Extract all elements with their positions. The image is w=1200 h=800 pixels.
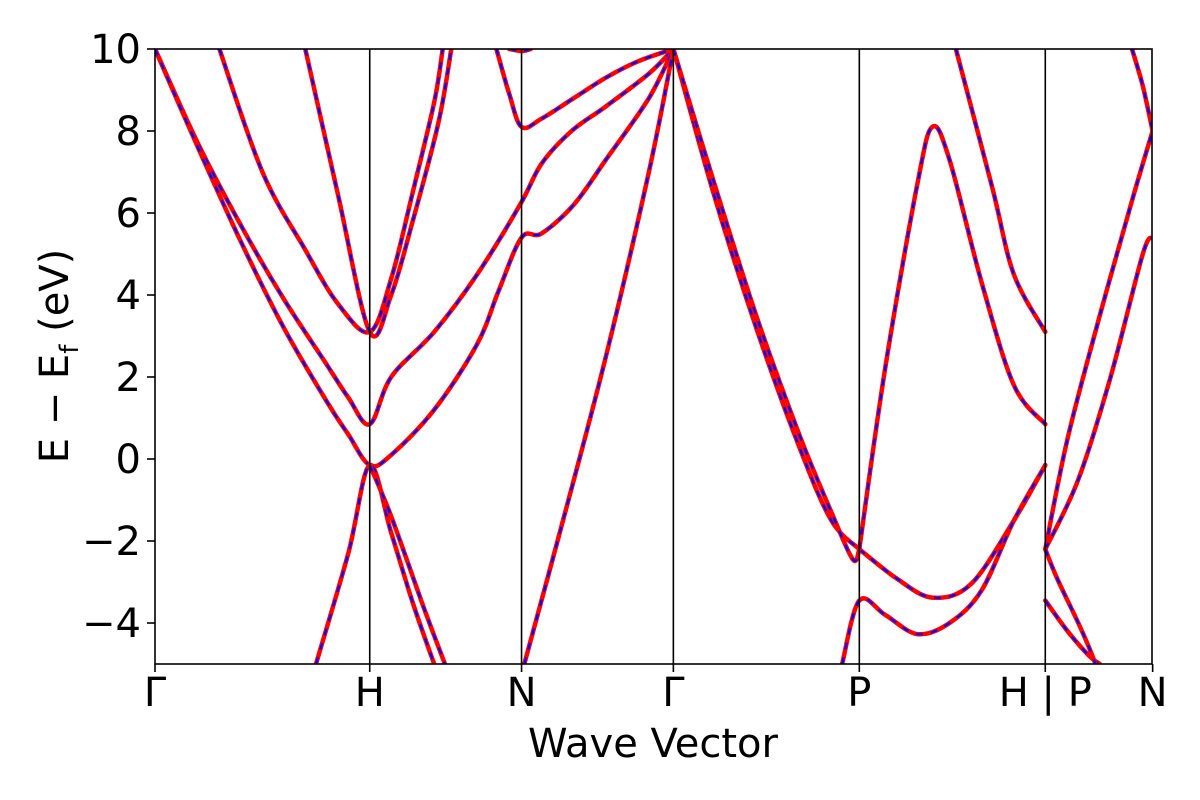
band-line-red-2 [217,49,445,335]
x-tick-label: N [507,670,537,716]
band-line-red-6 [313,462,437,664]
band-line-red-11 [857,462,1048,601]
y-axis-title: E − Ef (eV) [32,249,85,464]
band-line-red-13 [953,49,1048,335]
y-axis-title-main: E − E [32,354,78,464]
band-line-red-10 [671,49,862,564]
band-line-blue-dashed-18 [1044,548,1097,664]
x-tick-label: H [355,670,385,716]
bands-layer [155,49,1152,664]
band-line-red-19 [1129,49,1152,134]
y-axis-title-unit: (eV) [32,249,78,345]
y-tick-label: 4 [116,273,141,319]
x-axis-title: Wave Vector [528,721,779,767]
y-tick-label: 8 [116,109,141,155]
band-line-red-12 [857,123,1048,552]
kpoint-lines [368,49,1047,664]
band-line-blue-dashed-7 [368,464,446,664]
x-tick-label: P [847,670,871,716]
band-line-blue-dashed-4 [495,49,674,130]
band-line-blue-dashed-1 [155,49,675,468]
band-line-blue-dashed-9 [672,49,861,551]
y-tick-label: 2 [116,355,141,401]
band-line-blue-dashed-14 [841,464,1047,664]
band-line-blue-dashed-11 [858,464,1047,599]
band-line-blue-dashed-6 [314,463,436,664]
y-axis-ticks: 10 8 6 4 2 0 −2 −4 [82,27,155,647]
y-tick-label: −4 [82,601,141,647]
y-tick-label: 10 [90,27,141,73]
plot-frame [154,48,1153,665]
x-tick-label: Γ [144,670,167,716]
band-line-blue-dashed-13 [954,49,1047,333]
x-tick-label: N [1138,670,1168,716]
y-tick-label: 6 [116,191,141,237]
band-line-blue-dashed-2 [218,49,444,334]
band-line-red-8 [522,49,676,664]
band-line-blue-dashed-16 [1044,236,1152,550]
x-tick-label: Γ [662,670,685,716]
y-axis-title-sub: f [55,344,85,354]
band-line-blue-dashed-8 [523,49,675,664]
band-line-red-14 [839,462,1048,664]
band-line-red-3 [303,49,454,339]
band-line-blue-dashed-10 [672,49,861,562]
y-tick-label: 0 [116,437,141,483]
band-line-red-9 [671,49,862,552]
band-line-red-4 [494,49,676,131]
band-line-blue-dashed-0 [155,49,675,426]
x-tick-label: H | P [999,670,1092,716]
band-line-red-0 [155,49,676,427]
band-line-blue-dashed-3 [304,49,453,338]
y-tick-label: −2 [82,519,141,565]
band-line-red-16 [1043,235,1152,552]
band-line-blue-dashed-12 [858,124,1047,550]
band-line-red-15 [1043,128,1152,552]
band-line-blue-dashed-15 [1044,130,1152,550]
x-axis-ticks: Γ H N Γ P H | P N [144,664,1168,716]
